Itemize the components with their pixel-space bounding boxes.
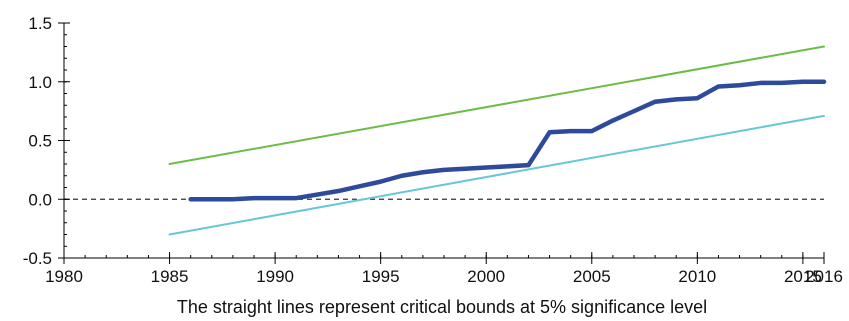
- y-tick-label: 1.5: [28, 14, 52, 33]
- x-tick-label: 1995: [362, 267, 400, 286]
- plot-area: [64, 45, 827, 236]
- x-tick-label: 1990: [256, 267, 294, 286]
- y-tick-label: 0.5: [28, 132, 52, 151]
- upper-bound-line: [168, 45, 825, 165]
- cusum-line: [188, 79, 827, 202]
- x-tick-label: 1985: [151, 267, 189, 286]
- x-tick-label: 2015: [784, 267, 822, 286]
- y-tick-label: 1.0: [28, 73, 52, 92]
- x-tick-label: 1980: [45, 267, 83, 286]
- x-tick-label: 2000: [467, 267, 505, 286]
- axes: -0.5 0.0 0.5 1.0 1.5 1980 1985 1990 1995 2000 2005…: [23, 14, 843, 286]
- x-tick-label: 2005: [573, 267, 611, 286]
- y-tick-label: 0.0: [28, 190, 52, 209]
- y-tick-label: -0.5: [23, 249, 52, 268]
- x-tick-label: 2010: [678, 267, 716, 286]
- x-tick-label: 2016: [805, 267, 843, 286]
- x-axis-caption: The straight lines represent critical bo…: [177, 297, 707, 317]
- lower-bound-line: [168, 114, 825, 236]
